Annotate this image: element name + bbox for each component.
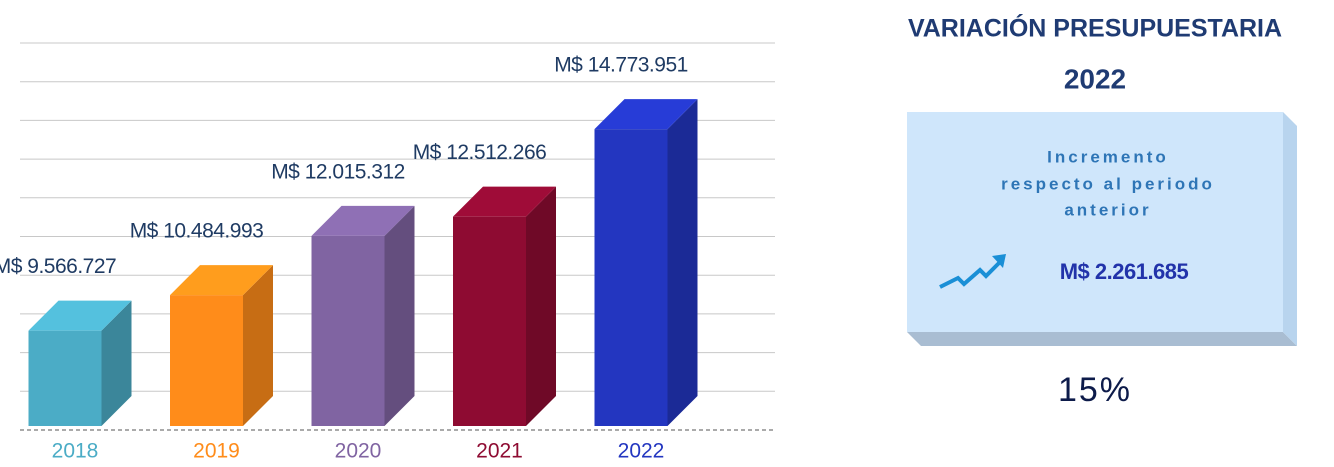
box-bottom: [907, 332, 1297, 346]
bar-front: [170, 295, 243, 426]
panel-year: 2022: [1064, 63, 1126, 94]
caption-line: respecto al periodo: [1001, 174, 1215, 193]
bar-side: [526, 186, 556, 426]
bar-side: [101, 300, 132, 426]
bar-top: [28, 300, 132, 331]
bar: [594, 99, 698, 426]
bar: [311, 205, 415, 426]
value-label: M$ 12.512.266: [413, 141, 547, 164]
box: [907, 112, 1283, 332]
bar-top: [311, 205, 415, 236]
bar: [28, 300, 132, 426]
caption-line: Incremento: [1047, 147, 1169, 166]
value-label: M$ 14.773.951: [554, 54, 688, 77]
x-tick-label: 2022: [618, 440, 665, 463]
x-tick-label: 2021: [476, 440, 523, 463]
x-tick-label: 2019: [193, 440, 240, 463]
value-label: M$ 12.015.312: [271, 160, 405, 183]
amount: M$ 2.261.685: [1060, 259, 1189, 284]
bar-front: [594, 129, 668, 426]
bar-side: [667, 99, 698, 426]
bar-front: [453, 216, 526, 426]
percent: 15%: [1058, 371, 1132, 409]
value-label: M$ 10.484.993: [130, 220, 264, 243]
box-side: [1283, 112, 1297, 346]
bar-top: [453, 186, 556, 217]
value-label: M$ 9.566.727: [0, 255, 116, 278]
panel-title: VARIACIÓN PRESUPUESTARIA: [908, 13, 1282, 43]
bar-side: [243, 265, 273, 426]
bar-side: [384, 205, 415, 426]
caption-line: anterior: [1064, 200, 1151, 219]
bar-top: [594, 99, 698, 130]
bar-front: [311, 235, 385, 426]
bar-front: [28, 330, 102, 426]
x-tick-label: 2020: [335, 440, 382, 463]
bar: [170, 265, 273, 426]
plot: 2018 M$ 9.566.727 2019 M$ 10.484.993 2020 M$ …: [0, 42, 775, 463]
x-tick-label: 2018: [52, 440, 99, 463]
trend-icon: [939, 254, 1006, 289]
bar: [453, 186, 556, 426]
bar-top: [170, 265, 273, 296]
